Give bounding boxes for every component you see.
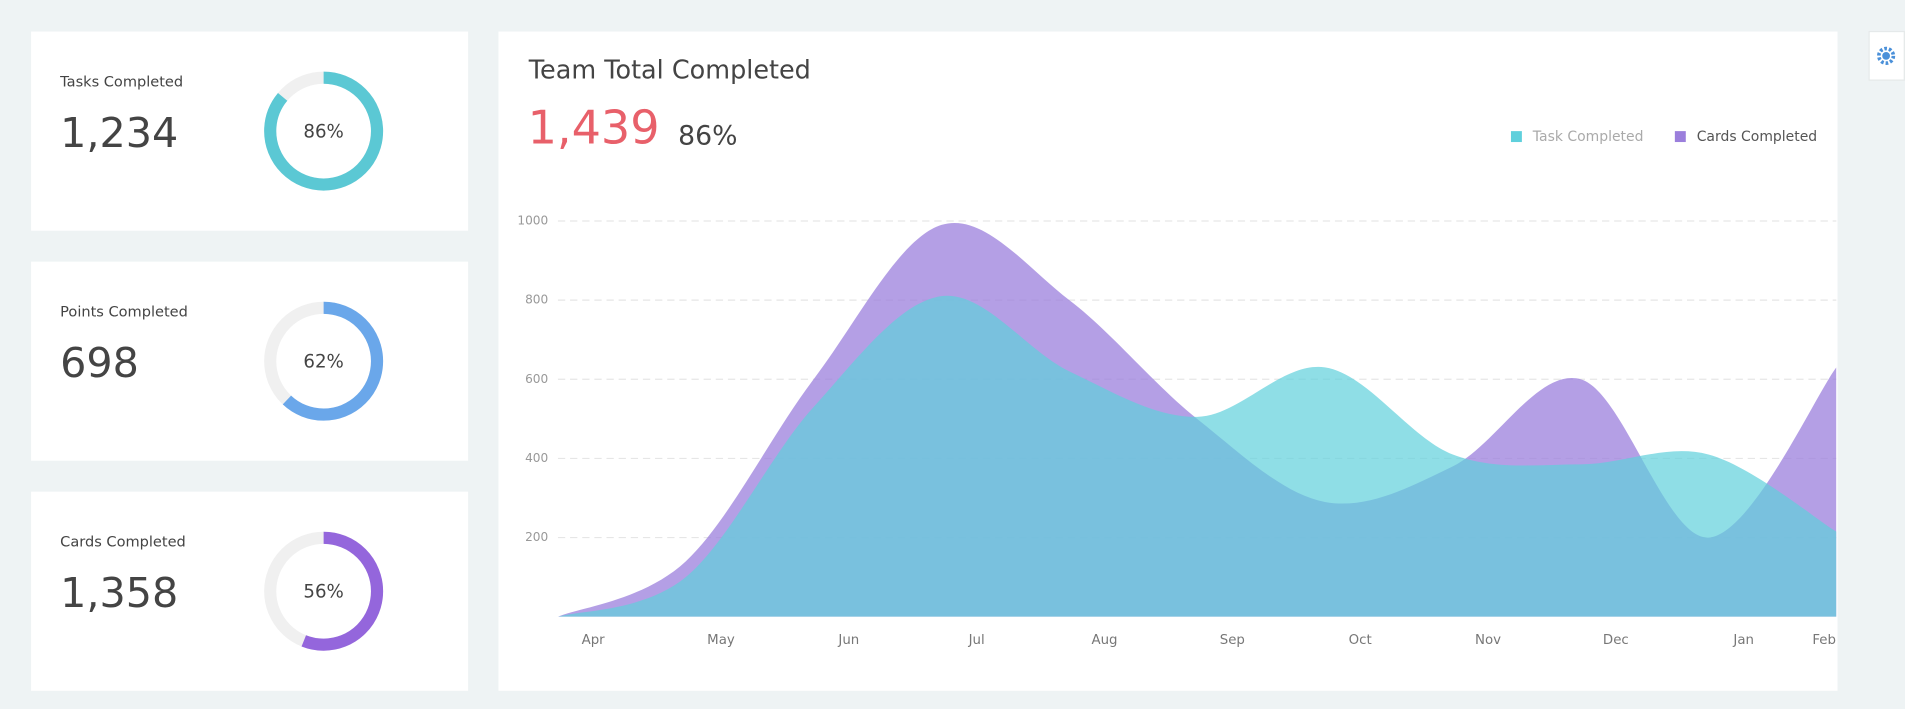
legend-swatch bbox=[1510, 131, 1522, 143]
x-tick-label: Apr bbox=[582, 633, 606, 648]
y-tick-label: 400 bbox=[525, 451, 548, 465]
gear-icon[interactable] bbox=[1876, 46, 1896, 65]
settings-button[interactable] bbox=[1868, 30, 1905, 81]
card-value: 698 bbox=[60, 339, 139, 387]
gear-center[interactable] bbox=[1882, 51, 1890, 60]
donut-label: 62% bbox=[303, 351, 343, 372]
card-label: Tasks Completed bbox=[59, 74, 183, 91]
card-label: Cards Completed bbox=[60, 534, 186, 551]
legend-label: Cards Completed bbox=[1697, 129, 1817, 145]
x-tick-label: Aug bbox=[1091, 633, 1117, 648]
donut-arc bbox=[264, 531, 384, 651]
y-tick-label: 600 bbox=[525, 372, 548, 386]
settings-box[interactable] bbox=[1868, 30, 1905, 81]
area bbox=[557, 295, 1837, 617]
stat-card bbox=[31, 31, 469, 231]
stat-card bbox=[31, 491, 469, 691]
x-tick-label: Dec bbox=[1603, 633, 1629, 648]
x-tick-label: Jul bbox=[968, 633, 985, 648]
total-percent: 86% bbox=[678, 121, 737, 152]
stat-card bbox=[31, 261, 469, 461]
x-tick-label: May bbox=[707, 633, 735, 648]
total-value: 1,439 bbox=[528, 101, 660, 155]
legend-label: Task Completed bbox=[1532, 129, 1644, 145]
x-tick-label: Nov bbox=[1475, 633, 1501, 648]
y-tick-label: 800 bbox=[525, 293, 548, 307]
x-tick-label: Feb bbox=[1812, 633, 1836, 648]
legend-swatch bbox=[1674, 131, 1686, 143]
donut-arc bbox=[264, 301, 384, 421]
donut-arc bbox=[264, 71, 384, 191]
x-tick-label: Jun bbox=[837, 633, 859, 648]
y-tick-label: 1000 bbox=[517, 213, 548, 227]
x-tick-label: Jan bbox=[1732, 633, 1754, 648]
card-value: 1,234 bbox=[60, 109, 178, 157]
donut-label: 86% bbox=[303, 121, 343, 142]
card-label: Points Completed bbox=[60, 304, 188, 321]
card-value: 1,358 bbox=[60, 569, 178, 617]
x-tick-label: Oct bbox=[1349, 633, 1372, 648]
x-tick-label: Sep bbox=[1220, 633, 1245, 648]
y-tick-label: 200 bbox=[525, 530, 548, 544]
chart-title: Team Total Completed bbox=[528, 56, 811, 86]
donut-label: 56% bbox=[303, 581, 343, 602]
